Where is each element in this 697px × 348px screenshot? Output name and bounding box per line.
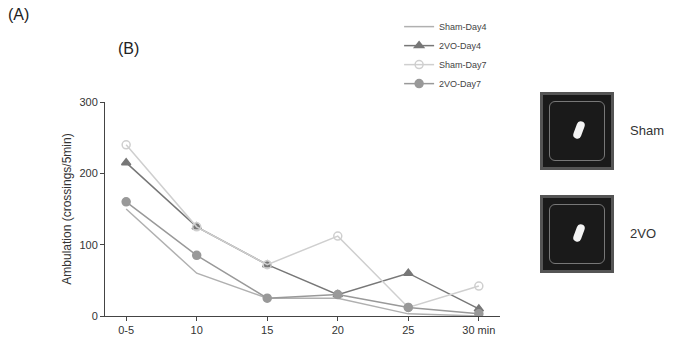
- svg-text:0: 0: [92, 310, 98, 322]
- html-text:2VO: 2VO: [630, 226, 656, 241]
- html-text:(A): (A): [8, 6, 30, 23]
- svg-text:Sham-Day7: Sham-Day7: [439, 60, 487, 70]
- svg-text:0-5: 0-5: [118, 324, 134, 336]
- svg-text:2VO-Day4: 2VO-Day4: [439, 41, 481, 51]
- svg-text:25: 25: [402, 324, 414, 336]
- svg-text:300: 300: [79, 96, 97, 108]
- svg-text:10: 10: [191, 324, 203, 336]
- svg-text:Sham-Day4: Sham-Day4: [439, 22, 487, 32]
- svg-text:Ambulation (crossings/5min): Ambulation (crossings/5min): [60, 133, 74, 284]
- html-text:Sham: Sham: [630, 123, 664, 138]
- svg-text:20: 20: [332, 324, 344, 336]
- svg-text:15: 15: [261, 324, 273, 336]
- svg-text:200: 200: [79, 167, 97, 179]
- svg-text:30 min: 30 min: [462, 324, 495, 336]
- svg-text:2VO-Day7: 2VO-Day7: [439, 79, 481, 89]
- svg-text:100: 100: [79, 239, 97, 251]
- html-text:(B): (B): [118, 40, 140, 57]
